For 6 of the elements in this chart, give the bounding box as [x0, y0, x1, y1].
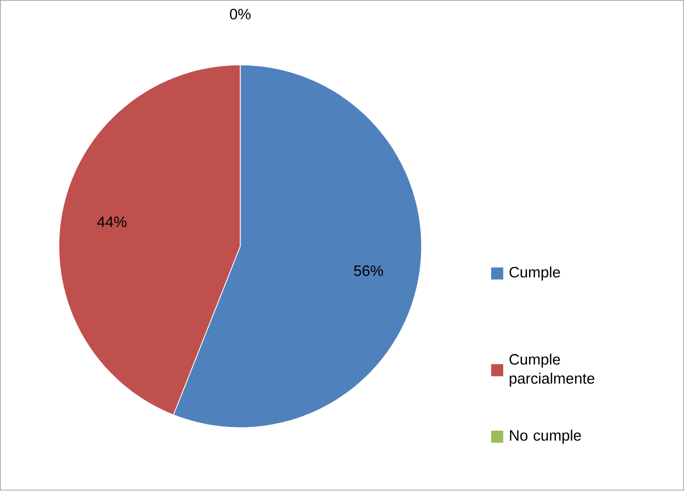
legend-label: Cumple	[510, 266, 560, 281]
legend-label: No cumple	[510, 430, 581, 444]
legend-label: Cumple parcialmente	[510, 354, 594, 387]
data-label: 56%	[354, 266, 384, 276]
text: 0%	[230, 9, 251, 20]
data-label: 44%	[97, 216, 126, 228]
